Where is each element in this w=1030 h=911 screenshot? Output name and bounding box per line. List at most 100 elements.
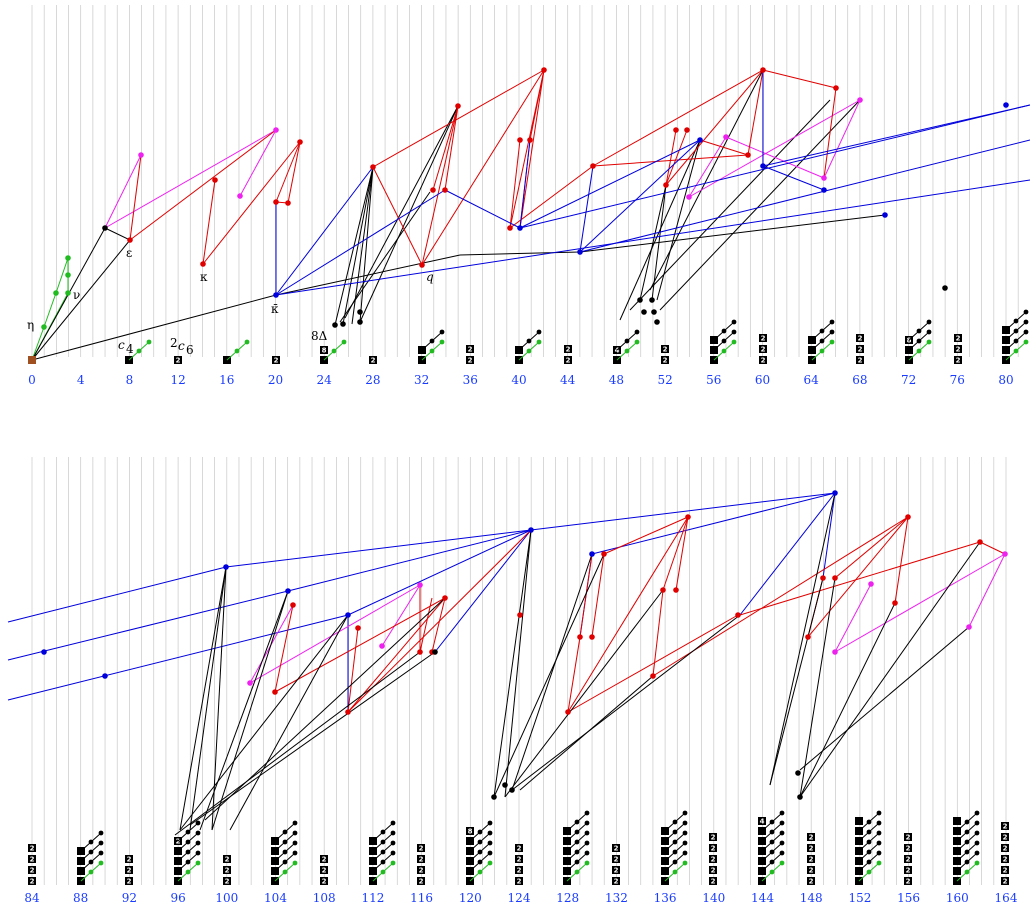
black-tower-dot: [390, 840, 396, 846]
tick-label: 24: [317, 373, 333, 387]
tower-badge: [612, 844, 620, 852]
tower-badge: [954, 334, 962, 342]
black-line: [659, 99, 861, 311]
black-line: [504, 589, 664, 798]
black-dot: [357, 309, 363, 315]
blue-line: [7, 614, 349, 701]
red-line: [592, 154, 749, 167]
black-tower-dot: [584, 810, 590, 816]
blue-line: [275, 179, 1030, 296]
tower-badge: [612, 866, 620, 874]
tower-badge-label: 2: [322, 878, 327, 886]
magenta-dot: [821, 175, 827, 181]
tower-badge: [417, 877, 425, 885]
tower-badge: [709, 844, 717, 852]
red-dot: [663, 182, 669, 188]
magenta-line: [725, 136, 825, 179]
red-dot: [745, 152, 751, 158]
tower-badge: [320, 855, 328, 863]
tower-badge: [320, 346, 328, 354]
magenta-dot: [237, 193, 243, 199]
green-tower-dot: [779, 860, 785, 866]
tower-badge-label: 2: [566, 346, 571, 354]
black-tower-dot: [682, 840, 688, 846]
tower-badge: [612, 855, 620, 863]
tower-badge: [564, 345, 572, 353]
magenta-line: [381, 584, 421, 647]
red-dot: [684, 127, 690, 133]
black-line: [31, 239, 131, 361]
black-line: [359, 166, 374, 323]
tower-badge: [466, 827, 474, 835]
tower-badge-label: 2: [127, 867, 132, 875]
blue-line: [347, 529, 532, 616]
tower-badge-label: 2: [517, 845, 522, 853]
tower-badge: [904, 877, 912, 885]
red-line: [287, 141, 301, 204]
tower-badge-label: 2: [1003, 867, 1008, 875]
red-line: [834, 516, 909, 579]
tower-badge-label: 2: [176, 838, 181, 846]
black-line: [799, 602, 896, 798]
tower-badge-label: 2: [711, 845, 716, 853]
tower-badge-label: 2: [419, 856, 424, 864]
black-line: [179, 566, 227, 831]
tower-badge-label: 2: [274, 357, 279, 365]
black-dot: [651, 309, 657, 315]
magenta-dot: [417, 582, 423, 588]
black-line: [629, 99, 831, 311]
black-line: [799, 541, 981, 798]
black-tower-dot: [536, 329, 542, 335]
tower-badge: [758, 817, 766, 825]
tower-badge-label: 4: [615, 347, 620, 355]
tower-badge-label: 2: [419, 845, 424, 853]
tower-badge-label: 2: [809, 834, 814, 842]
red-dot: [212, 177, 218, 183]
green-tower-dot: [926, 339, 932, 345]
black-tower-dot: [584, 840, 590, 846]
green-dot: [65, 255, 71, 261]
black-tower-dot: [974, 810, 980, 816]
magenta-line: [104, 154, 142, 229]
magenta-dot: [379, 643, 385, 649]
red-line: [699, 139, 749, 156]
black-dot: [797, 794, 803, 800]
magenta-line: [688, 136, 727, 198]
black-line: [211, 566, 227, 831]
black-tower-dot: [779, 810, 785, 816]
tower-badge: [954, 356, 962, 364]
black-line: [31, 294, 277, 361]
red-line: [419, 597, 433, 653]
black-line: [769, 577, 824, 786]
green-tower-dot: [195, 860, 201, 866]
tick-label: 20: [268, 373, 283, 387]
black-line: [649, 69, 764, 291]
blue-line: [434, 529, 532, 653]
black-tower-dot: [195, 830, 201, 836]
black-line: [199, 590, 289, 831]
tower-badge-label: 2: [419, 867, 424, 875]
green-dot: [65, 272, 71, 278]
tower-badge-label: 2: [711, 856, 716, 864]
black-tower-dot: [584, 830, 590, 836]
red-line: [603, 516, 689, 555]
black-tower-dot: [731, 319, 737, 325]
black-tower-dot: [926, 319, 932, 325]
black-tower-dot: [876, 850, 882, 856]
red-dot: [442, 595, 448, 601]
red-line: [591, 553, 605, 638]
tick-label: 4: [77, 373, 85, 387]
green-tower-dot: [584, 860, 590, 866]
black-tower-dot: [195, 850, 201, 856]
red-dot: [345, 709, 351, 715]
axis-labels: 0 4 8 12 16 20 24 28 32 36 40 44 48 52 56 60 64 68 72 76 808…: [24, 373, 1017, 905]
tower-badge: [28, 855, 36, 863]
red-line: [567, 516, 689, 713]
blue-dot: [821, 187, 827, 193]
tick-label: 28: [365, 373, 380, 387]
tower-badge: [904, 833, 912, 841]
red-line: [372, 69, 545, 168]
red-line: [652, 589, 664, 677]
tick-label: 80: [998, 373, 1013, 387]
